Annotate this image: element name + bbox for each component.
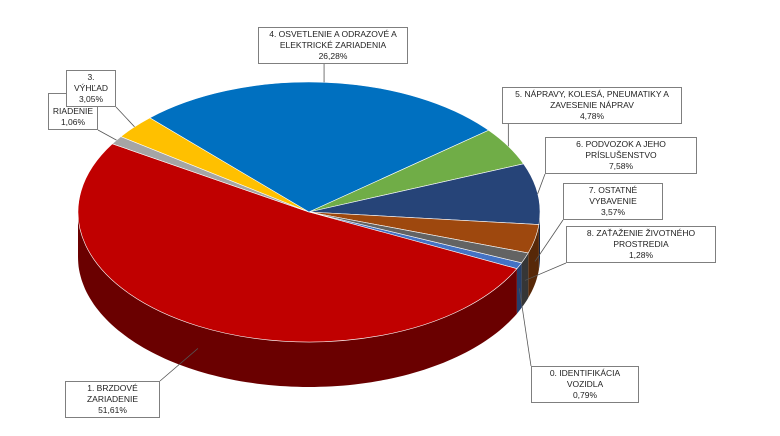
label-value: 1,06% (60, 117, 86, 127)
data-label: 4. OSVETLENIE A ODRAZOVÉ A ELEKTRICKÉ ZA… (258, 27, 408, 64)
pie-slice (308, 211, 529, 264)
label-category: 0. IDENTIFIKÁCIA VOZIDLA (549, 368, 621, 389)
data-label: 6. PODVOZOK A JEHO PRÍSLUŠENSTVO 7,58% (545, 137, 697, 174)
label-value: 3,05% (78, 94, 104, 104)
pie-slice-side (78, 212, 517, 387)
data-label: 8. ZAŤAŽENIE ŽIVOTNÉHO PROSTREDIA 1,28% (566, 226, 716, 263)
label-category: 3. VÝHĽAD (73, 72, 108, 93)
label-category: 5. NÁPRAVY, KOLESÁ, PNEUMATIKY A ZAVESEN… (515, 89, 669, 110)
label-value: 51,61% (98, 405, 127, 415)
leader-line (159, 348, 199, 382)
label-category: 6. PODVOZOK A JEHO PRÍSLUŠENSTVO (576, 139, 666, 160)
data-label: 1. BRZDOVÉ ZARIADENIE 51,61% (65, 381, 160, 418)
label-value: 7,58% (608, 161, 634, 171)
pie-slice-side (528, 224, 539, 298)
data-label: 7. OSTATNÉ VYBAVENIE 3,57% (563, 183, 663, 220)
pie-slice (308, 163, 541, 225)
label-value: 3,57% (600, 207, 626, 217)
data-label: 5. NÁPRAVY, KOLESÁ, PNEUMATIKY A ZAVESEN… (502, 87, 682, 124)
pie-slice-side (516, 262, 522, 314)
pie-slice-side (521, 253, 529, 308)
pie-slice (77, 143, 518, 343)
leader-line (534, 219, 564, 262)
label-category: 4. OSVETLENIE A ODRAZOVÉ A ELEKTRICKÉ ZA… (269, 29, 397, 50)
label-value: 0,79% (572, 390, 598, 400)
label-value: 4,78% (579, 111, 605, 121)
leader-line (537, 173, 546, 194)
label-value: 26,28% (318, 51, 348, 61)
leader-line (97, 129, 117, 141)
label-category: 7. OSTATNÉ VYBAVENIE (588, 185, 638, 206)
leader-line (115, 106, 135, 128)
data-label: 0. IDENTIFIKÁCIA VOZIDLA 0,79% (531, 366, 639, 403)
leader-line (518, 288, 532, 367)
label-category: 1. BRZDOVÉ ZARIADENIE (86, 383, 138, 404)
label-value: 1,28% (628, 250, 654, 260)
pie-slice (149, 81, 490, 213)
leader-line (524, 262, 567, 281)
data-label: 3. VÝHĽAD 3,05% (66, 70, 116, 107)
label-category: 8. ZAŤAŽENIE ŽIVOTNÉHO PROSTREDIA (586, 228, 696, 249)
